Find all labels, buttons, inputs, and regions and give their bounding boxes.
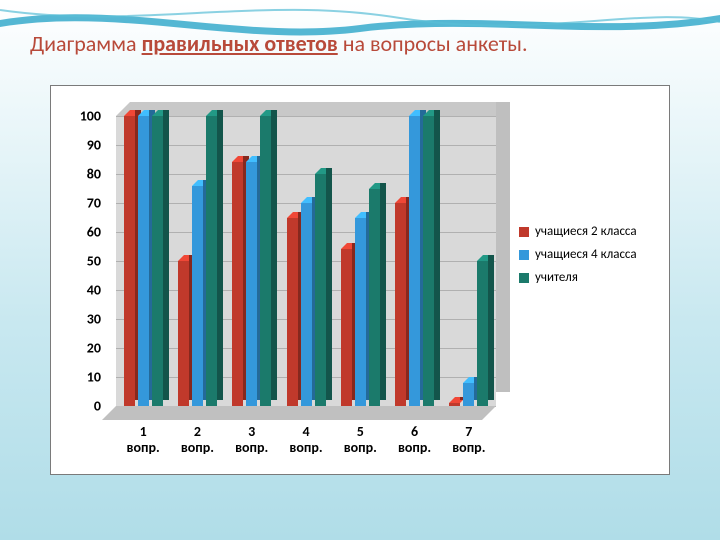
bar	[355, 218, 366, 407]
y-tick-label: 100	[80, 108, 101, 125]
y-tick-label: 70	[87, 195, 101, 212]
y-tick-label: 20	[87, 340, 101, 357]
bar	[423, 116, 434, 406]
x-tick-label: 1вопр.	[116, 424, 170, 456]
y-tick-label: 80	[87, 166, 101, 183]
bar-group	[225, 116, 279, 406]
bar-group	[116, 116, 170, 406]
bars-layer	[116, 116, 496, 406]
x-tick-label: 6вопр.	[388, 424, 442, 456]
y-tick-label: 0	[94, 398, 101, 415]
bar	[287, 218, 298, 407]
bar	[341, 249, 352, 406]
y-axis-labels: 0102030405060708090100	[51, 116, 107, 406]
bar	[301, 203, 312, 406]
y-tick-label: 30	[87, 311, 101, 328]
bar	[369, 189, 380, 407]
legend-swatch	[519, 250, 529, 260]
bar	[206, 116, 217, 406]
bar-chart: 0 10 20 30 40 50 60 70 80 90 100 1вопр.2вопр.3вопр…	[50, 85, 670, 475]
legend-label: учителя	[535, 270, 578, 285]
bar	[152, 116, 163, 406]
legend-item: учителя	[519, 270, 664, 285]
y-tick-label: 10	[87, 369, 101, 386]
bar-group	[170, 116, 224, 406]
bar	[463, 383, 474, 406]
y-tick-label: 40	[87, 282, 101, 299]
legend-swatch	[519, 227, 529, 237]
bar	[246, 162, 257, 406]
bar-group	[333, 116, 387, 406]
bar	[395, 203, 406, 406]
legend: учащиеся 2 класса учащиеся 4 класса учител…	[519, 216, 664, 293]
legend-item: учащиеся 4 класса	[519, 247, 664, 262]
x-tick-label: 7вопр.	[442, 424, 496, 456]
title-post: на вопросы анкеты.	[338, 30, 528, 57]
y-tick-label: 90	[87, 137, 101, 154]
bar	[178, 261, 189, 406]
legend-label: учащиеся 2 класса	[535, 224, 637, 239]
x-tick-label: 5вопр.	[333, 424, 387, 456]
title-pre: Диаграмма	[30, 30, 142, 57]
x-tick-label: 4вопр.	[279, 424, 333, 456]
bar-group	[279, 116, 333, 406]
bar	[315, 174, 326, 406]
bar	[409, 116, 420, 406]
bar	[260, 116, 271, 406]
x-tick-label: 2вопр.	[170, 424, 224, 456]
bar	[232, 162, 243, 406]
bar	[192, 186, 203, 406]
legend-item: учащиеся 2 класса	[519, 224, 664, 239]
title-emphasis: правильных ответов	[142, 30, 338, 57]
bar-group	[442, 116, 496, 406]
plot-floor	[102, 406, 496, 420]
y-tick-label: 60	[87, 224, 101, 241]
x-axis-labels: 1вопр.2вопр.3вопр.4вопр.5вопр.6вопр.7воп…	[116, 424, 496, 466]
page-title: Диаграмма правильных ответов на вопросы …	[30, 30, 690, 57]
x-tick-label: 3вопр.	[225, 424, 279, 456]
legend-label: учащиеся 4 класса	[535, 247, 637, 262]
bar-group	[388, 116, 442, 406]
legend-swatch	[519, 273, 529, 283]
bar	[477, 261, 488, 406]
y-tick-label: 50	[87, 253, 101, 270]
bar	[138, 116, 149, 406]
bar	[124, 116, 135, 406]
bar	[449, 403, 460, 406]
